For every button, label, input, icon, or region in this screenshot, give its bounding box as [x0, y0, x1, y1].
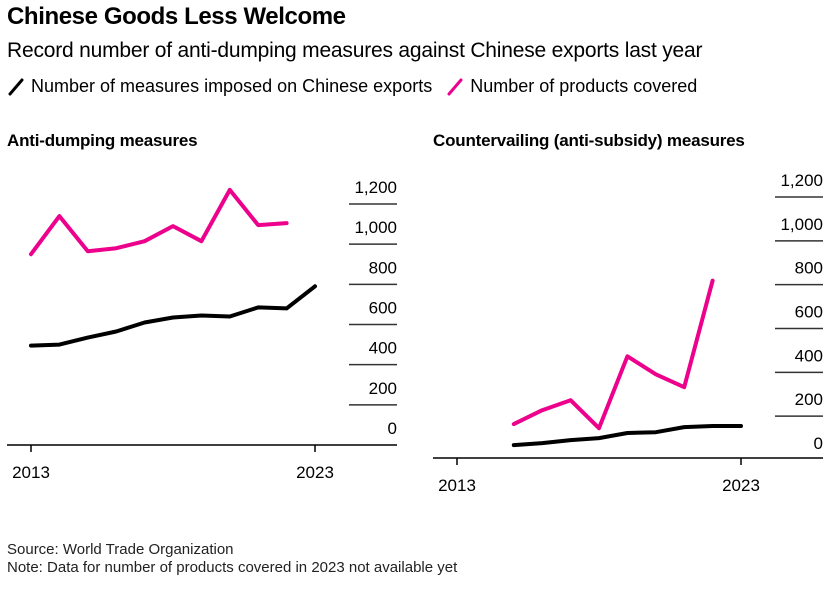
anti-dumping-series-products-line: [29, 187, 289, 257]
countervailing-y-tick-label: 1,000: [780, 215, 823, 234]
anti-dumping-y-tick-label: 800: [369, 258, 397, 277]
panel-title-countervailing: Countervailing (anti-subsidy) measures: [433, 131, 745, 150]
anti-dumping-y-tick-label: 600: [369, 299, 397, 318]
anti-dumping-x-tick-label: 2013: [12, 463, 50, 482]
legend-swatch-measures-icon: [8, 78, 24, 95]
countervailing-y-tick-label: 400: [795, 346, 823, 365]
source-note: Source: World Trade Organization: [7, 541, 234, 558]
legend-label-measures: Number of measures imposed on Chinese ex…: [31, 76, 433, 96]
countervailing-y-tick-label: 200: [795, 390, 823, 409]
footer: Source: World Trade Organization Note: D…: [7, 541, 457, 577]
legend: Number of measures imposed on Chinese ex…: [7, 76, 711, 97]
countervailing-series-measures-line: [511, 424, 743, 448]
countervailing-y-tick-label: 800: [795, 259, 823, 278]
countervailing-y-tick-label: 1,200: [780, 171, 823, 190]
legend-item-measures: Number of measures imposed on Chinese ex…: [7, 76, 432, 97]
anti-dumping-y-tick-label: 400: [369, 339, 397, 358]
data-note: Note: Data for number of products covere…: [7, 559, 458, 576]
legend-item-products: Number of products covered: [446, 76, 697, 97]
anti-dumping-series-measures-line: [29, 284, 317, 348]
countervailing-series-products-line: [511, 278, 715, 431]
legend-label-products: Number of products covered: [470, 76, 698, 96]
countervailing-y-tick-label: 0: [814, 434, 823, 453]
anti-dumping-x-tick-label: 2023: [296, 463, 334, 482]
legend-swatch-products-icon: [447, 78, 463, 95]
chart-subtitle: Record number of anti-dumping measures a…: [7, 39, 703, 62]
countervailing-x-tick-label: 2023: [722, 476, 760, 495]
anti-dumping-y-tick-label: 1,000: [354, 218, 397, 237]
anti-dumping-y-tick-label: 200: [369, 379, 397, 398]
chart-title: Chinese Goods Less Welcome: [7, 3, 346, 30]
anti-dumping-y-tick-label: 1,200: [354, 178, 397, 197]
anti-dumping-y-tick-label: 0: [388, 419, 397, 438]
panel-title-anti-dumping: Anti-dumping measures: [7, 131, 198, 150]
countervailing-y-tick-label: 600: [795, 303, 823, 322]
countervailing-x-tick-label: 2013: [438, 476, 476, 495]
